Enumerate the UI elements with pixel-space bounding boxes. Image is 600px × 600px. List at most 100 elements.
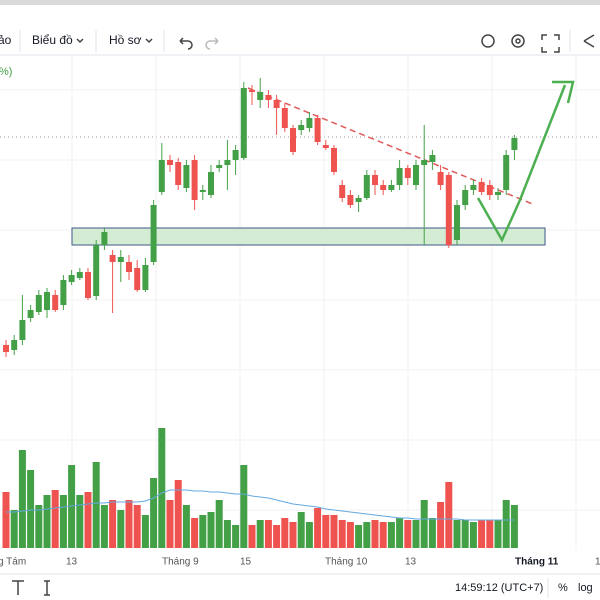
volume-bar: [174, 480, 182, 548]
volume-bar: [461, 520, 469, 548]
volume-bar: [494, 520, 502, 548]
volume-bar: [35, 505, 43, 548]
candle-body: [413, 165, 419, 185]
candle-body: [388, 185, 395, 190]
volume-bar: [109, 500, 117, 548]
candle-body: [3, 345, 9, 352]
candle-body: [404, 168, 411, 178]
volume-bar: [281, 518, 289, 548]
volume-bar: [51, 490, 59, 548]
candle-body: [437, 172, 444, 185]
candle-body: [265, 95, 272, 100]
dropdown-icon: [145, 38, 153, 44]
settings-icon[interactable]: [511, 34, 525, 48]
volume-bar: [396, 518, 404, 548]
volume-bar: [84, 492, 92, 548]
candle-body: [511, 138, 518, 150]
fullscreen-icon[interactable]: [541, 34, 560, 53]
grid: [0, 56, 600, 550]
volume-ma-line: [6, 489, 515, 521]
candle-body: [199, 190, 206, 192]
candle-body: [240, 88, 247, 158]
candle-body: [298, 125, 305, 130]
toolbar-item[interactable]: Biểu đồ: [32, 33, 73, 47]
legend-fragment: %): [0, 66, 12, 78]
toolbar-item[interactable]: ảo: [0, 33, 12, 47]
log-toggle[interactable]: log: [578, 582, 593, 594]
candle-body: [183, 165, 190, 188]
x-axis-label: Tháng 10: [325, 557, 368, 568]
candle-body: [85, 272, 91, 298]
arrow-head: [552, 80, 575, 104]
volume-bar: [10, 510, 18, 548]
volume-bar: [412, 520, 420, 548]
volume-bar: [133, 505, 141, 548]
candle-body: [363, 175, 370, 198]
candle-body: [52, 295, 59, 310]
cursor-tool-icon[interactable]: [44, 580, 50, 596]
volume-bar: [478, 520, 486, 548]
candle-body: [339, 185, 346, 198]
dropdown-icon: [76, 38, 84, 44]
candle-body: [347, 195, 354, 205]
volume-bar: [117, 510, 125, 548]
toolbar-item[interactable]: Hồ sơ: [109, 33, 142, 47]
volume-bar: [125, 500, 133, 548]
volume-bar: [330, 515, 338, 548]
candle-body: [35, 295, 42, 312]
volume-bar: [256, 520, 264, 548]
volume-bar: [100, 505, 108, 548]
volume-bar: [150, 478, 158, 548]
volume-bar: [510, 505, 518, 548]
volume-bar: [420, 500, 428, 548]
undo-icon[interactable]: [179, 37, 193, 50]
volume-bar: [215, 500, 223, 548]
volume-bar: [240, 465, 248, 548]
volume-bar: [355, 525, 363, 548]
candle-body: [224, 160, 231, 165]
share-icon[interactable]: [583, 34, 595, 48]
candle-body: [216, 165, 223, 168]
candle-body: [281, 108, 288, 128]
candle-body: [175, 162, 182, 185]
candle-body: [191, 160, 198, 200]
volume-bar: [223, 520, 231, 548]
volume-bar: [297, 512, 305, 548]
resistance-line: [247, 87, 536, 206]
candle-body: [158, 160, 165, 192]
text-tool-icon[interactable]: [12, 580, 24, 595]
volume-bar: [76, 495, 84, 548]
volume-bar: [43, 495, 51, 548]
volume-bar: [437, 502, 445, 548]
candle-body: [44, 292, 50, 310]
candles: [2, 78, 518, 548]
volume-bar: [428, 518, 436, 548]
candle-body: [232, 150, 239, 160]
alert-icon[interactable]: [481, 34, 495, 48]
candle-body: [372, 175, 378, 185]
volume-bar: [18, 450, 26, 548]
candle-body: [101, 232, 108, 245]
candle-body: [109, 255, 116, 262]
volume-bar: [92, 462, 100, 548]
redo-icon[interactable]: [205, 37, 219, 50]
volume-bar: [445, 482, 453, 548]
candle-body: [11, 340, 18, 350]
candle-body: [331, 148, 337, 172]
volume-bar: [371, 520, 379, 548]
candle-body: [208, 172, 214, 195]
candle-body: [76, 272, 83, 278]
candle-body: [470, 185, 477, 190]
candle-body: [314, 118, 321, 142]
clock: 14:59:12 (UTC+7): [455, 582, 543, 594]
volume-bar: [453, 520, 461, 548]
volume-bar: [379, 522, 387, 548]
percent-toggle[interactable]: %: [558, 582, 568, 594]
volume-bar: [322, 515, 330, 548]
candle-body: [273, 100, 280, 108]
volume-bar: [141, 515, 149, 548]
toolbar: [0, 5, 600, 55]
candle-body: [134, 268, 141, 290]
candle-body: [60, 280, 67, 305]
candle-body: [93, 245, 100, 296]
